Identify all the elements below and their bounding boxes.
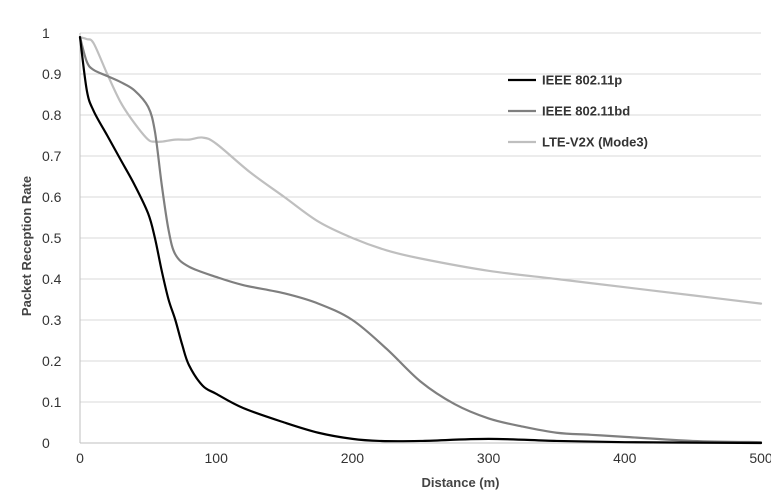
y-tick-labels: 0 0.1 0.2 0.3 0.4 0.5 0.6 0.7 0.8 0.9 1 xyxy=(42,25,62,451)
y-tick-label: 0.8 xyxy=(42,107,62,123)
gridlines xyxy=(80,32,761,403)
y-tick-label: 0.3 xyxy=(42,312,62,328)
y-tick-label: 0 xyxy=(42,435,50,451)
y-tick-label: 0.4 xyxy=(42,271,62,287)
y-tick-label: 0.1 xyxy=(42,394,62,410)
legend-label: LTE-V2X (Mode3) xyxy=(542,135,648,150)
y-tick-label: 0.7 xyxy=(42,148,62,164)
x-tick-label: 200 xyxy=(341,450,365,466)
series-line-1 xyxy=(78,36,763,444)
legend-label: IEEE 802.11p xyxy=(542,73,622,88)
y-tick-label: 1 xyxy=(42,25,50,41)
y-tick-label: 0.2 xyxy=(42,353,62,369)
y-tick-label: 0.9 xyxy=(42,66,62,82)
series-lines xyxy=(78,36,763,445)
legend: IEEE 802.11p IEEE 802.11bd LTE-V2X (Mode3) xyxy=(508,73,648,150)
x-axis-title: Distance (m) xyxy=(421,475,499,490)
y-axis-title: Packet Reception Rate xyxy=(19,176,34,316)
series-line-2 xyxy=(78,36,763,305)
y-tick-label: 0.6 xyxy=(42,189,62,205)
x-tick-label: 400 xyxy=(613,450,637,466)
legend-label: IEEE 802.11bd xyxy=(542,104,630,119)
x-tick-label: 500 xyxy=(749,450,771,466)
series-line-0 xyxy=(78,36,763,445)
x-tick-labels: 0 100 200 300 400 500 xyxy=(76,450,771,466)
x-tick-label: 100 xyxy=(205,450,229,466)
y-tick-label: 0.5 xyxy=(42,230,62,246)
x-tick-label: 300 xyxy=(477,450,501,466)
x-tick-label: 0 xyxy=(76,450,84,466)
